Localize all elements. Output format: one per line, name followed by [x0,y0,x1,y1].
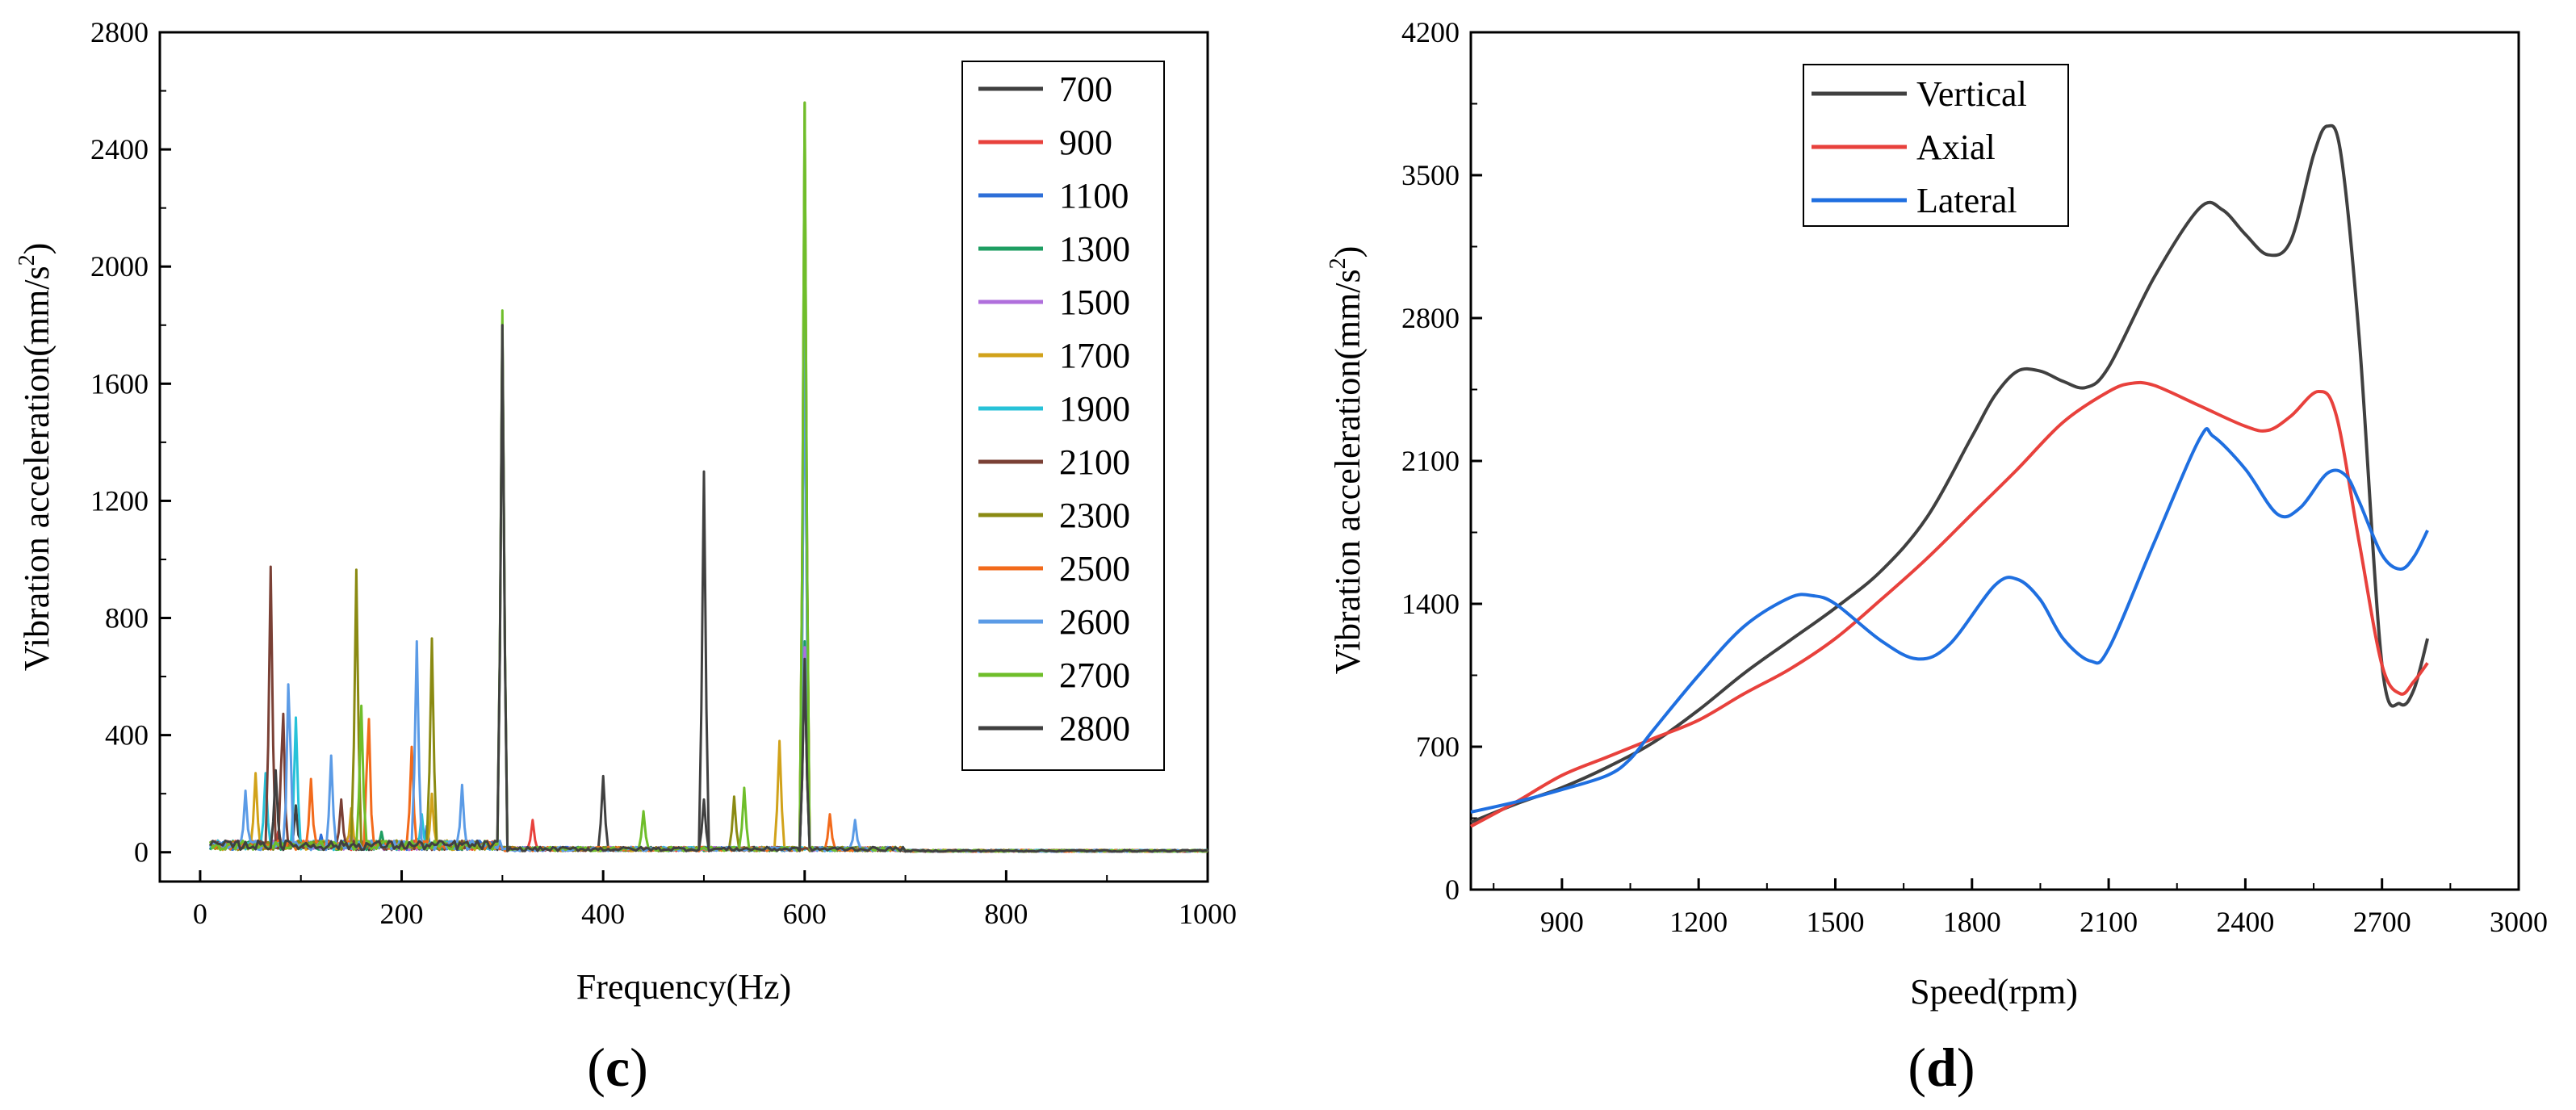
y-tick-label: 700 [1416,731,1460,763]
y-tick-label: 0 [1445,873,1460,906]
x-tick-label: 600 [783,898,827,930]
x-tick-label: 2700 [2353,906,2411,938]
panel-c-frequency-spectrum: 0 400 800 1200 1600 2000 2400 2800 0 200 400 600 80… [15,16,1237,1098]
panel-d-legend: Vertical Axial Lateral [1803,64,2069,227]
panel-c-plot-frame [158,31,1209,883]
panel-d-x-axis-title: Speed(rpm) [1910,972,2078,1012]
panel-c-y-axis-title-main: Vibration acceleration(mm/s [17,266,57,671]
x-tick-label: 900 [1540,906,1584,938]
y-tick-label: 4200 [1401,16,1460,48]
y-tick-label: 3500 [1401,159,1460,191]
legend-label-1100: 1100 [1059,176,1129,216]
panel-c-legend-box [961,61,1165,771]
x-tick-label: 0 [193,898,207,930]
panel-d-series-group [1470,124,2430,828]
y-tick-label: 2100 [1401,445,1460,477]
panel-d-y-axis-title-sup: 2 [1326,258,1351,269]
legend-label-2700: 2700 [1059,656,1130,695]
panel-d-y-axis: 0 700 1400 2100 2800 3500 4200 [1401,16,1482,906]
y-tick-label: 2800 [1401,302,1460,334]
x-tick-label: 1200 [1669,906,1728,938]
legend-label-1700: 1700 [1059,336,1130,375]
panel-c-label: (c) [587,1037,648,1098]
panel-d-label: (d) [1908,1037,1975,1098]
x-tick-label: 1000 [1179,898,1237,930]
y-tick-label: 1400 [1401,588,1460,620]
panel-d-legend-items: Vertical Axial Lateral [1812,74,2027,220]
panel-c-legend: 700 900 1100 1300 1500 1700 1900 2100 2300 2500 26… [961,61,1165,771]
panel-d-x-axis: 900 1200 1500 1800 2100 2400 2700 3000 [1493,878,2548,938]
legend-label-2800: 2800 [1059,709,1130,748]
x-tick-label: 400 [581,898,625,930]
legend-label-2300: 2300 [1059,496,1130,535]
panel-c-x-axis: 0 200 400 600 800 1000 [193,870,1237,930]
panel-c-y-axis-title-sup: 2 [15,254,40,266]
x-tick-label: 2400 [2216,906,2274,938]
y-tick-label: 2000 [90,250,149,283]
y-tick-label: 2400 [90,133,149,165]
series-line-lateral [1470,427,2429,814]
legend-label-1900: 1900 [1059,389,1130,429]
legend-label-axial: Axial [1916,128,1996,167]
y-tick-label: 1600 [90,367,149,400]
panel-c-y-axis-title-close: ) [17,243,57,255]
panel-d-y-axis-title: Vibration acceleration(mm/s2) [1326,246,1368,675]
series-line-axial [1470,380,2429,828]
x-tick-label: 2100 [2080,906,2138,938]
legend-label-1500: 1500 [1059,283,1130,322]
panel-d-label-letter: d [1926,1037,1957,1098]
legend-label-2100: 2100 [1059,442,1130,482]
legend-label-2600: 2600 [1059,602,1130,642]
x-tick-label: 1800 [1943,906,2001,938]
y-tick-label: 1200 [90,484,149,517]
panel-c-y-axis: 0 400 800 1200 1600 2000 2400 2800 [90,16,171,869]
panel-d-y-axis-title-main: Vibration acceleration(mm/s [1328,269,1368,674]
panel-c-series-group [209,101,1208,853]
panel-d-speed-response: 0 700 1400 2100 2800 3500 4200 900 1200 1500 1800… [1326,16,2548,1098]
panel-d-y-axis-title-close: ) [1328,246,1368,258]
legend-label-900: 900 [1059,123,1112,162]
y-tick-label: 0 [134,836,149,869]
legend-label-lateral: Lateral [1916,181,2017,220]
panel-c-y-axis-title: Vibration acceleration(mm/s2) [15,243,57,672]
panel-c-x-axis-title: Frequency(Hz) [576,967,791,1007]
x-tick-label: 3000 [2490,906,2548,938]
x-tick-label: 200 [380,898,424,930]
legend-label-vertical: Vertical [1916,74,2027,114]
x-tick-label: 1500 [1806,906,1864,938]
legend-label-1300: 1300 [1059,229,1130,269]
y-tick-label: 400 [105,719,149,752]
y-tick-label: 800 [105,602,149,635]
panel-c-label-letter: c [605,1037,630,1098]
series-line-vertical [1470,124,2430,824]
y-tick-label: 2800 [90,16,149,48]
legend-label-2500: 2500 [1059,549,1130,589]
panel-c-legend-items: 700 900 1100 1300 1500 1700 1900 2100 2300 2500 26… [978,69,1130,748]
legend-label-700: 700 [1059,69,1112,109]
x-tick-label: 800 [984,898,1028,930]
series-line-2800 [209,324,1208,853]
